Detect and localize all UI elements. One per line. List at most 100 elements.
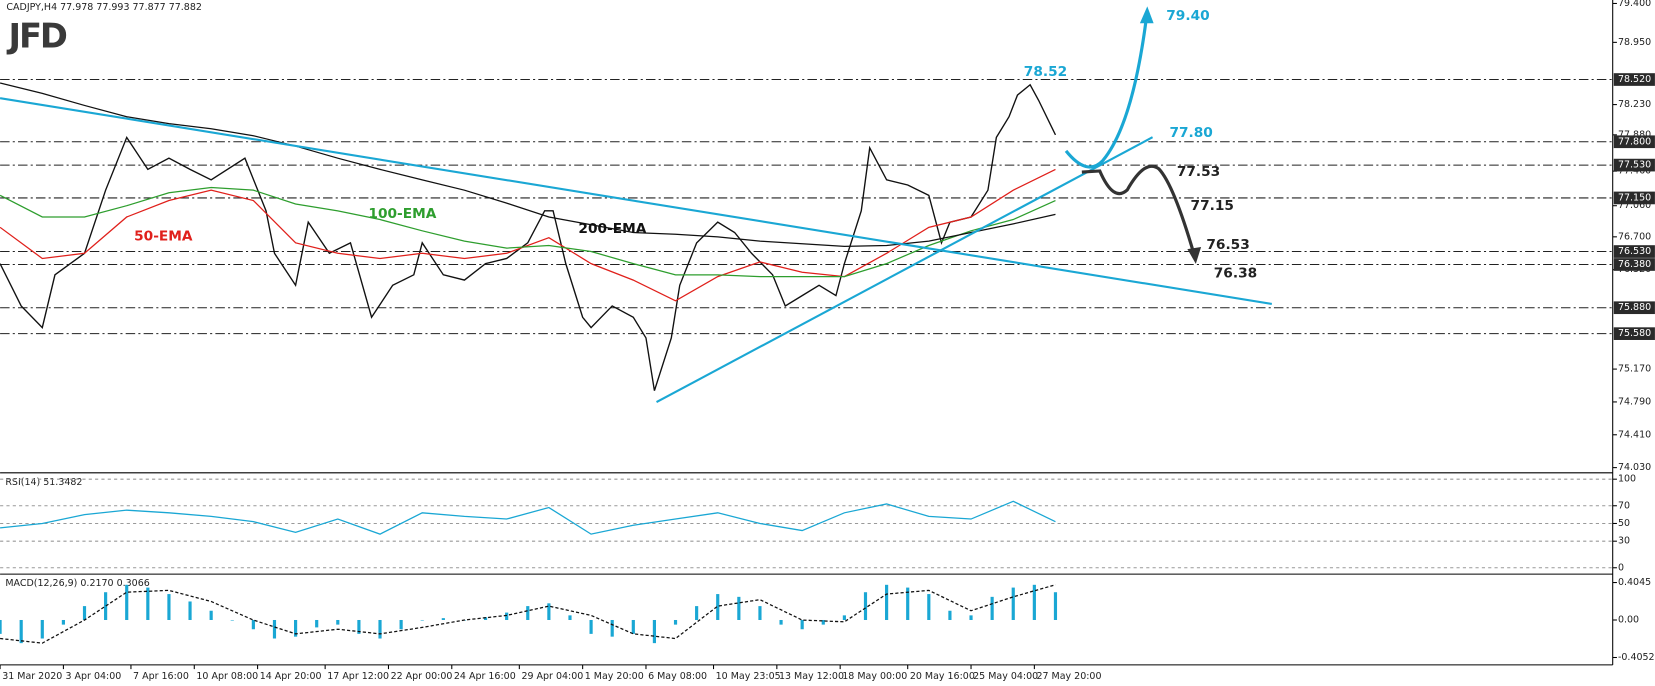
forecast-arrow <box>1064 18 1148 169</box>
series-label: 100-EMA <box>368 206 436 222</box>
x-tick-label: 27 May 20:00 <box>1036 671 1101 682</box>
histogram-bar <box>125 584 129 620</box>
series-line <box>0 584 1056 644</box>
y-tick-label: 0.00 <box>1618 614 1639 625</box>
level-label: 75.880 <box>1618 302 1651 313</box>
x-tick-label: 25 May 04:00 <box>973 671 1038 682</box>
y-tick-label: 50 <box>1618 518 1630 529</box>
x-tick-label: 24 Apr 16:00 <box>454 671 516 682</box>
level-label: 77.800 <box>1618 136 1651 147</box>
histogram-bar <box>927 594 931 620</box>
histogram-bar <box>863 592 868 620</box>
annotation: 77.53 <box>1177 164 1220 180</box>
histogram-bar <box>40 619 44 639</box>
histogram-bar <box>1011 587 1015 620</box>
histogram-bar <box>969 615 973 620</box>
histogram-bar <box>885 584 889 620</box>
histogram-bar <box>695 606 699 620</box>
chart-title: CADJPY,H4 77.978 77.993 77.877 77.882 <box>6 2 202 13</box>
series-label: 200-EMA <box>578 221 646 237</box>
histogram-bar <box>948 610 952 620</box>
histogram-bar <box>336 619 340 625</box>
y-tick-label: 74.790 <box>1618 396 1651 407</box>
y-tick-label: 74.030 <box>1618 462 1651 473</box>
series-line <box>0 168 1056 302</box>
histogram-bar <box>82 606 87 620</box>
annotation: 79.40 <box>1166 8 1209 24</box>
level-label-box <box>1613 191 1655 205</box>
annotation: 77.80 <box>1169 125 1212 141</box>
histogram-bar <box>420 619 424 621</box>
histogram-bar <box>821 619 825 625</box>
y-tick-label: 77.060 <box>1618 200 1651 211</box>
histogram-bar <box>1032 584 1036 620</box>
annotation: 77.15 <box>1191 198 1234 214</box>
histogram-bar <box>0 619 2 634</box>
level-label: 77.530 <box>1618 160 1651 171</box>
arrow-head <box>1139 6 1154 24</box>
level-label: 75.580 <box>1618 328 1651 339</box>
histogram-bar <box>441 618 445 620</box>
trend-line <box>0 97 1272 305</box>
x-tick-label: 31 Mar 2020 <box>2 671 62 682</box>
level-label-box <box>1613 245 1655 258</box>
histogram-bar <box>251 619 255 630</box>
y-tick-label: 30 <box>1618 536 1630 547</box>
level-label-box <box>1613 158 1655 172</box>
level-label-box <box>1613 73 1655 86</box>
series-line <box>0 82 1056 247</box>
level-label-box <box>1613 301 1655 315</box>
level-label-box <box>1613 327 1655 340</box>
y-tick-label: 78.230 <box>1618 99 1651 110</box>
rsi-title: RSI(14) 51.3482 <box>5 477 82 488</box>
level-label: 78.520 <box>1618 74 1651 85</box>
histogram-bar <box>526 606 530 620</box>
histogram-bar <box>104 592 108 620</box>
forecast-arrow <box>1081 164 1196 254</box>
histogram-bar <box>167 594 171 620</box>
series-line <box>0 83 1057 391</box>
y-tick-label: 77.880 <box>1618 129 1651 140</box>
x-tick-label: 10 May 23:05 <box>716 671 781 682</box>
level-label: 76.530 <box>1618 246 1651 257</box>
y-tick-label: 100 <box>1618 474 1636 485</box>
annotation: 76.38 <box>1214 265 1257 281</box>
histogram-bar <box>716 594 720 620</box>
y-tick-label: 75.170 <box>1618 364 1651 375</box>
y-tick-label: 76.700 <box>1618 231 1651 242</box>
histogram-bar <box>505 612 509 620</box>
histogram-bar <box>800 619 804 630</box>
histogram-bar <box>652 619 656 644</box>
x-tick-label: 3 Apr 04:00 <box>66 671 122 682</box>
x-tick-label: 20 May 16:00 <box>910 671 975 682</box>
histogram-bar <box>673 619 678 625</box>
annotation: 76.53 <box>1206 237 1249 253</box>
x-tick-label: 14 Apr 20:00 <box>260 671 322 682</box>
y-tick-label: 0.4045 <box>1618 577 1651 588</box>
y-tick-label: -0.4052 <box>1618 652 1655 663</box>
histogram-bar <box>61 619 65 625</box>
histogram-bar <box>1053 592 1058 620</box>
histogram-bar <box>906 587 910 620</box>
histogram-bar <box>589 619 593 634</box>
arrow-head <box>1187 246 1202 264</box>
histogram-bar <box>209 610 213 620</box>
histogram-bar <box>357 619 361 634</box>
histogram-bar <box>272 619 277 639</box>
histogram-bar <box>19 619 23 644</box>
x-tick-label: 29 Apr 04:00 <box>521 671 583 682</box>
histogram-bar <box>568 615 572 620</box>
histogram-bar <box>399 619 403 630</box>
x-tick-label: 13 May 12:00 <box>779 671 844 682</box>
logo: JFD <box>7 16 67 55</box>
histogram-bar <box>378 619 382 639</box>
series-line <box>0 186 1056 278</box>
x-tick-label: 1 May 20:00 <box>585 671 644 682</box>
histogram-bar <box>547 603 551 620</box>
x-tick-label: 17 Apr 12:00 <box>327 671 389 682</box>
y-tick-label: 78.950 <box>1618 37 1651 48</box>
y-tick-label: 79.400 <box>1618 0 1651 9</box>
histogram-bar <box>631 619 635 634</box>
